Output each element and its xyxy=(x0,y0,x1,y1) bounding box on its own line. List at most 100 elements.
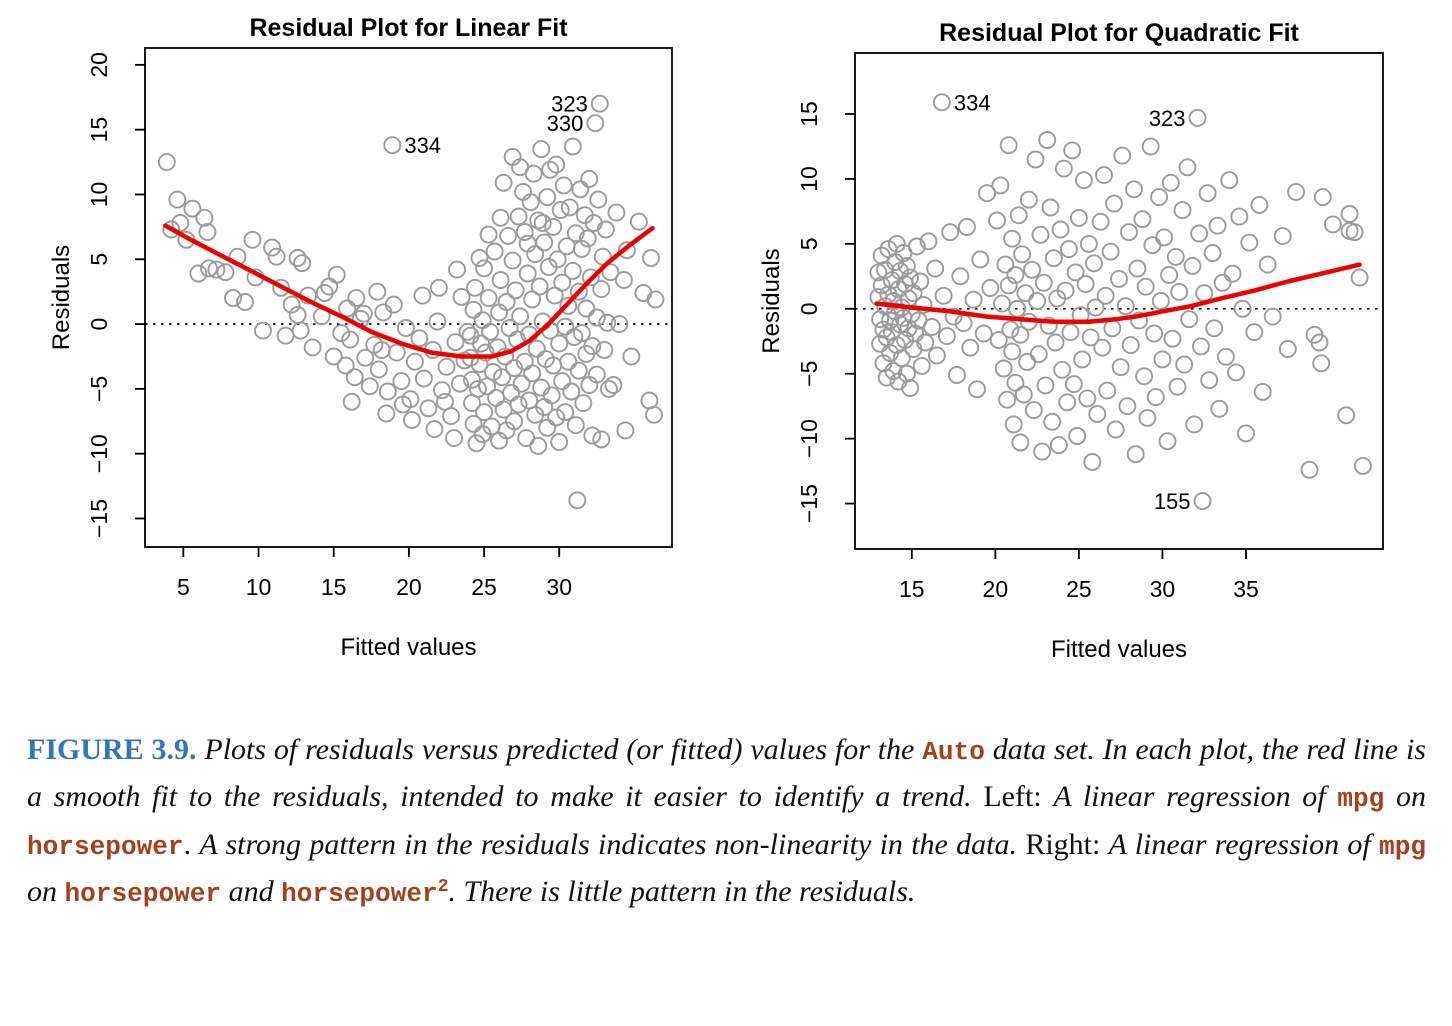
data-point xyxy=(1161,173,1180,192)
data-point xyxy=(216,263,235,282)
data-point xyxy=(470,249,489,267)
caption-segment-italic: data set. In each plot, the red line is … xyxy=(27,733,1426,814)
data-point xyxy=(1133,210,1152,229)
data-point xyxy=(236,293,254,311)
data-point xyxy=(1240,233,1259,252)
data-point xyxy=(1113,146,1132,165)
data-point xyxy=(914,295,933,314)
data-point xyxy=(157,153,176,172)
data-point xyxy=(384,295,403,314)
x-tick-label: 20 xyxy=(396,574,422,600)
data-point xyxy=(932,93,951,112)
data-point xyxy=(1138,408,1157,427)
data-point xyxy=(1145,324,1164,343)
data-point xyxy=(1151,292,1170,310)
data-point xyxy=(372,341,391,359)
x-tick-label: 30 xyxy=(546,574,572,600)
caption-segment-code: Auto xyxy=(922,737,985,767)
data-point xyxy=(994,359,1013,378)
data-point xyxy=(1118,397,1137,416)
data-point xyxy=(324,347,343,366)
data-point xyxy=(1024,401,1043,420)
data-point xyxy=(1076,275,1095,294)
data-point xyxy=(556,317,575,336)
data-point xyxy=(568,491,587,510)
data-point xyxy=(332,324,351,343)
outlier-label: 323 xyxy=(551,92,588,117)
data-point xyxy=(458,322,477,341)
data-point xyxy=(1043,412,1062,431)
data-point xyxy=(1013,245,1032,264)
y-tick-label: 0 xyxy=(86,318,112,331)
data-point xyxy=(523,290,542,309)
data-point xyxy=(521,193,540,212)
data-point xyxy=(387,343,406,362)
y-tick-label: −10 xyxy=(86,434,112,473)
x-axis-title: Fitted values xyxy=(1051,636,1187,663)
data-point xyxy=(1091,212,1110,231)
data-point xyxy=(491,208,510,227)
data-point xyxy=(1056,281,1075,300)
data-point xyxy=(413,286,432,305)
outlier-label: 155 xyxy=(1154,489,1191,514)
data-point xyxy=(901,379,920,397)
data-point xyxy=(327,265,346,284)
data-point xyxy=(919,232,938,251)
data-point xyxy=(494,173,513,192)
data-point xyxy=(1116,297,1135,316)
data-point xyxy=(293,254,312,273)
data-point xyxy=(1168,377,1187,396)
data-point xyxy=(1170,282,1189,301)
data-point xyxy=(616,421,635,440)
data-point xyxy=(1250,195,1269,214)
data-point xyxy=(499,226,518,245)
data-point xyxy=(224,289,242,308)
data-point xyxy=(509,207,528,226)
data-point xyxy=(1029,345,1048,364)
data-point xyxy=(1006,373,1025,392)
data-point xyxy=(1216,347,1235,366)
data-point xyxy=(464,300,483,319)
caption-segment-code: horsepower xyxy=(64,879,222,910)
caption-segment-roman: Left: xyxy=(983,780,1054,814)
data-point xyxy=(988,211,1006,230)
data-point xyxy=(1198,184,1217,203)
data-point xyxy=(1128,259,1147,278)
plot-title: Residual Plot for Quadratic Fit xyxy=(939,19,1299,47)
data-point xyxy=(1059,240,1078,259)
data-point xyxy=(466,278,484,297)
data-point xyxy=(560,198,579,217)
data-point xyxy=(527,339,546,358)
data-point xyxy=(1081,328,1100,347)
data-point xyxy=(1039,316,1058,335)
data-point xyxy=(1191,337,1210,356)
data-point xyxy=(1245,323,1264,342)
caption-segment-italic: Plots of residuals versus predicted (or … xyxy=(196,733,923,766)
data-point xyxy=(428,312,447,331)
data-point xyxy=(598,313,617,332)
data-point xyxy=(559,296,578,315)
data-point xyxy=(550,334,569,353)
data-point xyxy=(1069,208,1088,227)
data-point xyxy=(1053,360,1072,379)
data-point xyxy=(892,349,911,368)
data-point xyxy=(538,188,557,207)
data-point xyxy=(1126,445,1145,464)
data-point xyxy=(1003,229,1022,248)
data-point xyxy=(356,348,375,367)
figure-caption: FIGURE 3.9. Plots of residuals versus pr… xyxy=(0,700,1452,916)
data-point xyxy=(1088,405,1107,423)
data-point xyxy=(574,394,593,413)
data-point xyxy=(402,411,421,429)
data-point xyxy=(502,383,521,402)
data-point xyxy=(1263,307,1282,326)
data-point xyxy=(1158,432,1177,451)
data-point xyxy=(1340,205,1359,223)
data-point xyxy=(493,368,512,387)
data-point xyxy=(472,334,490,353)
data-point xyxy=(1125,180,1143,199)
data-point xyxy=(1180,310,1199,329)
data-point xyxy=(1230,207,1249,226)
